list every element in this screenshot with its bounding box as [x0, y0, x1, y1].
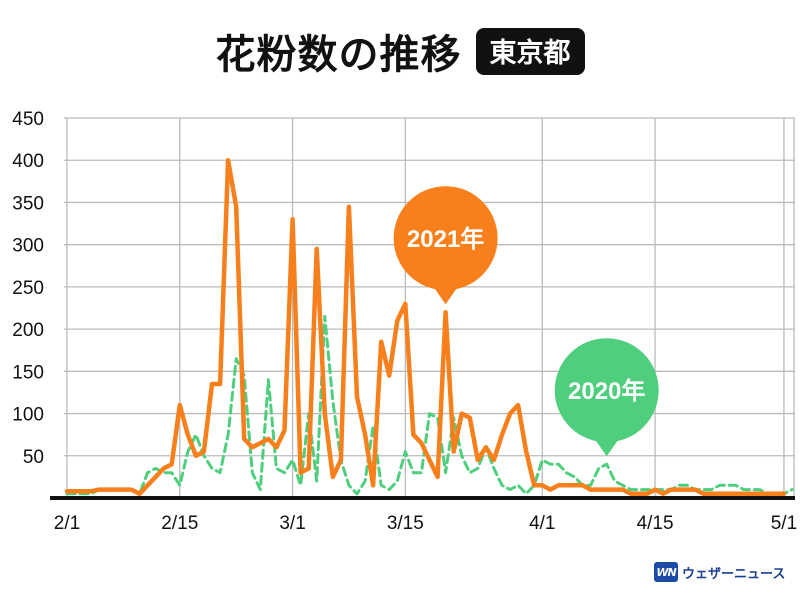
region-badge: 東京都	[475, 27, 585, 75]
y-tick-label: 350	[12, 193, 44, 214]
y-tick-label: 300	[12, 236, 44, 257]
series-lines	[64, 157, 794, 497]
x-tick-label: 2/1	[54, 513, 80, 534]
bubble-2020年	[554, 338, 659, 443]
y-tick-label: 250	[12, 278, 44, 299]
x-tick-label: 3/15	[387, 513, 424, 534]
chart-title: 花粉数の推移	[215, 32, 462, 78]
annotation-bubbles: 2021年 2020年	[393, 186, 659, 457]
y-tick-label: 50	[23, 447, 44, 468]
x-tick-label: 5/1	[771, 513, 797, 534]
bubble-label-2021年: 2021年	[407, 225, 484, 253]
title-row: 花粉数の推移 東京都	[0, 22, 800, 80]
y-tick-label: 400	[12, 151, 44, 172]
x-tick-label: 3/1	[279, 513, 305, 534]
y-tick-label: 100	[12, 405, 44, 426]
x-tick-label: 4/1	[529, 513, 555, 534]
series-line-2021年	[64, 157, 787, 497]
brand-name: ウェザーニュース	[682, 566, 786, 582]
bubble-2021年	[393, 186, 498, 291]
axes: 50 100 150 200 250 300 350 400 450 2/1 2/15 3/1 3/15…	[12, 109, 797, 534]
x-tick-label: 2/15	[161, 513, 198, 534]
bubble-label-2020年: 2020年	[568, 377, 645, 405]
y-tick-label: 200	[12, 320, 44, 341]
weathernews-logo-icon: WN	[654, 562, 678, 582]
y-tick-label: 450	[12, 109, 44, 130]
series-line-2020年	[65, 314, 794, 496]
brand-logo: WN ウェザーニュース	[654, 562, 785, 582]
y-tick-label: 150	[12, 362, 44, 383]
x-tick-label: 4/15	[637, 513, 674, 534]
